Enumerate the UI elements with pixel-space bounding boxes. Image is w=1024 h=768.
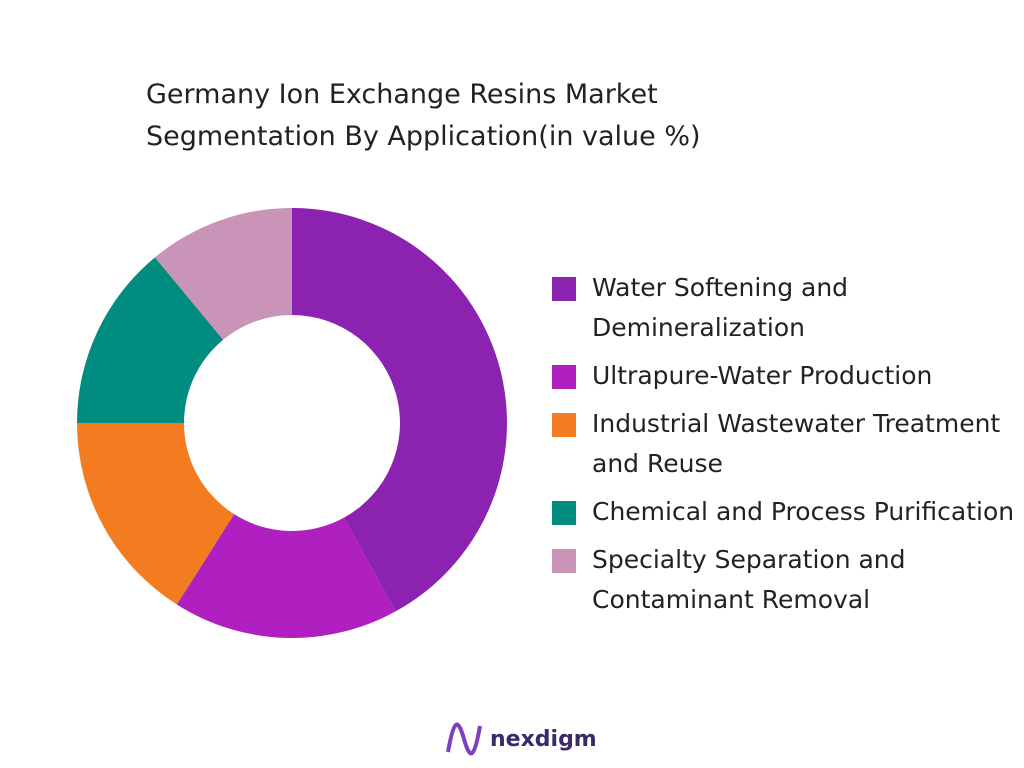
legend-label: Ultrapure-Water Production xyxy=(592,361,933,390)
logo-icon xyxy=(446,722,482,756)
legend-label: Water Softening and Demineralization xyxy=(592,273,849,342)
legend-swatch xyxy=(552,413,576,437)
legend-swatch xyxy=(552,277,576,301)
donut-slice xyxy=(77,423,235,605)
legend-item: Chemical and Process Purification xyxy=(552,492,1022,532)
legend-label: Specialty Separation and Contaminant Rem… xyxy=(592,545,906,614)
legend-item: Specialty Separation and Contaminant Rem… xyxy=(552,540,1022,620)
logo: nexdigm xyxy=(444,722,597,756)
legend-swatch xyxy=(552,549,576,573)
legend: Water Softening and Demineralization Ultr… xyxy=(552,268,1022,628)
donut-slice xyxy=(154,208,292,340)
donut-slice xyxy=(176,514,396,639)
legend-item: Water Softening and Demineralization xyxy=(552,268,1022,348)
chart xyxy=(77,208,507,639)
legend-swatch xyxy=(552,501,576,525)
legend-label: Chemical and Process Purification xyxy=(592,497,1015,526)
chart-title: Germany Ion Exchange Resins Market Segme… xyxy=(146,79,701,152)
logo-text: nexdigm xyxy=(490,726,597,752)
legend-label: Industrial Wastewater Treatment and Reus… xyxy=(592,409,1001,478)
donut-slice xyxy=(292,208,507,612)
legend-item: Industrial Wastewater Treatment and Reus… xyxy=(552,404,1022,484)
legend-swatch xyxy=(552,365,576,389)
donut-slice xyxy=(77,257,224,423)
legend-item: Ultrapure-Water Production xyxy=(552,356,1022,396)
